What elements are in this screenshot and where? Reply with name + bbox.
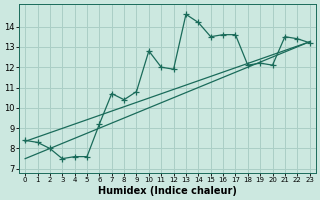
X-axis label: Humidex (Indice chaleur): Humidex (Indice chaleur) <box>98 186 237 196</box>
